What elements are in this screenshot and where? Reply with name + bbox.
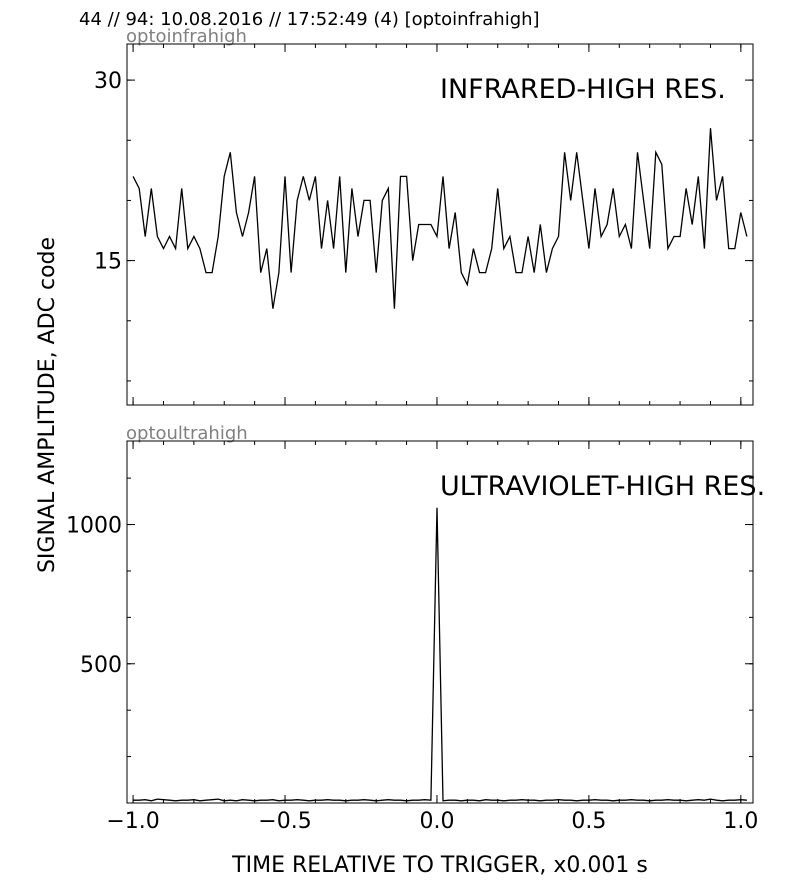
channel-label: optoinfrahigh xyxy=(126,26,247,47)
channel-label: optoultrahigh xyxy=(126,423,248,444)
y-tick-label: 1000 xyxy=(66,514,122,539)
plot-frame xyxy=(126,43,754,406)
plot-frame xyxy=(126,440,754,804)
x-axis-label: TIME RELATIVE TO TRIGGER, x0.001 s xyxy=(231,853,648,878)
x-tick-label: 1.0 xyxy=(723,809,758,834)
header-text: 44 // 94: 10.08.2016 // 17:52:49 (4) [op… xyxy=(79,9,540,30)
y-tick-label: 30 xyxy=(94,69,122,94)
panel-optoinfrahigh: optoinfrahigh 15 30 INFRARED-HIGH RES. xyxy=(94,26,754,406)
series-line-optoultrahigh xyxy=(133,507,747,802)
panel-title: ULTRAVIOLET-HIGH RES. xyxy=(440,471,765,502)
x-tick-label: −1.0 xyxy=(106,809,159,834)
y-axis-label: SIGNAL AMPLITUDE, ADC code xyxy=(35,237,60,573)
series-line-optoinfrahigh xyxy=(132,128,748,309)
y-tick-label: 15 xyxy=(94,250,122,275)
x-tick-label: −0.5 xyxy=(258,809,311,834)
panel-optoultrahigh: optoultrahigh 500 1000 −1.0 −0.5 0.0 0.5 1.0 ULT… xyxy=(66,423,765,834)
panel-title: INFRARED-HIGH RES. xyxy=(440,74,726,105)
y-tick-label: 500 xyxy=(80,653,122,678)
x-tick-label: 0.5 xyxy=(571,809,606,834)
x-tick-label: 0.0 xyxy=(419,809,454,834)
